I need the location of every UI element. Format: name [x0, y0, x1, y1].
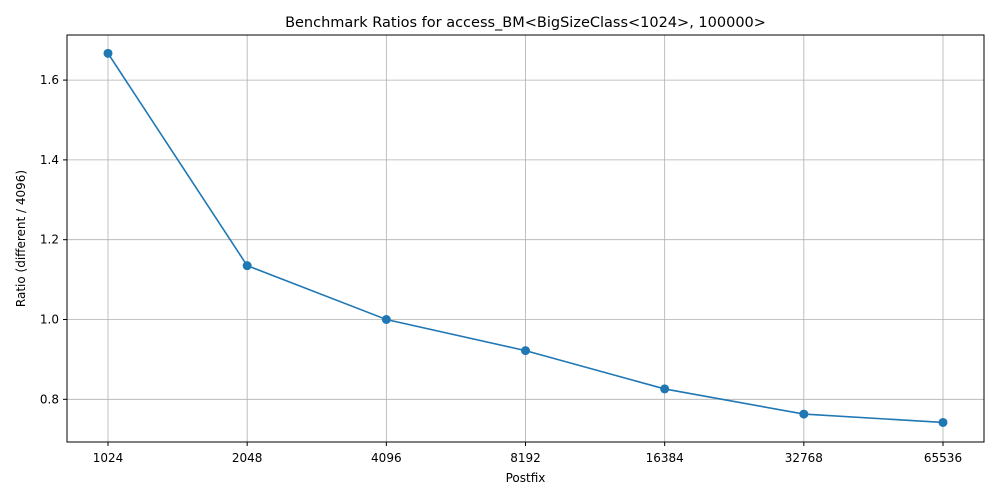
data-point [242, 261, 252, 271]
chart-title: Benchmark Ratios for access_BM<BigSizeCl… [285, 15, 766, 31]
data-point [799, 409, 809, 419]
y-tick-label: 1.4 [40, 153, 59, 167]
x-tick-label: 4096 [371, 451, 402, 465]
data-point [381, 315, 391, 325]
data-point [938, 417, 948, 427]
x-tick-label: 32768 [785, 451, 823, 465]
x-axis-label: Postfix [506, 471, 546, 485]
plot-frame [66, 34, 985, 443]
x-tick-label: 1024 [93, 451, 124, 465]
grid-lines [67, 35, 984, 442]
series-layer [103, 48, 948, 427]
y-tick-label: 0.8 [40, 392, 59, 406]
x-tick-label: 2048 [232, 451, 263, 465]
axis-ticks: 1024 2048 4096 8192 16384 32768 65536 0.8 1.0 1.2… [40, 73, 962, 465]
x-tick-label: 65536 [924, 451, 962, 465]
y-tick-label: 1.6 [40, 73, 59, 87]
x-tick-label: 16384 [646, 451, 684, 465]
data-point [103, 48, 113, 58]
y-tick-label: 1.0 [40, 313, 59, 327]
y-tick-label: 1.2 [40, 233, 59, 247]
x-tick-label: 8192 [510, 451, 541, 465]
data-point [660, 384, 670, 394]
y-axis-label: Ratio (different / 4096) [14, 170, 28, 307]
data-point [521, 346, 530, 356]
